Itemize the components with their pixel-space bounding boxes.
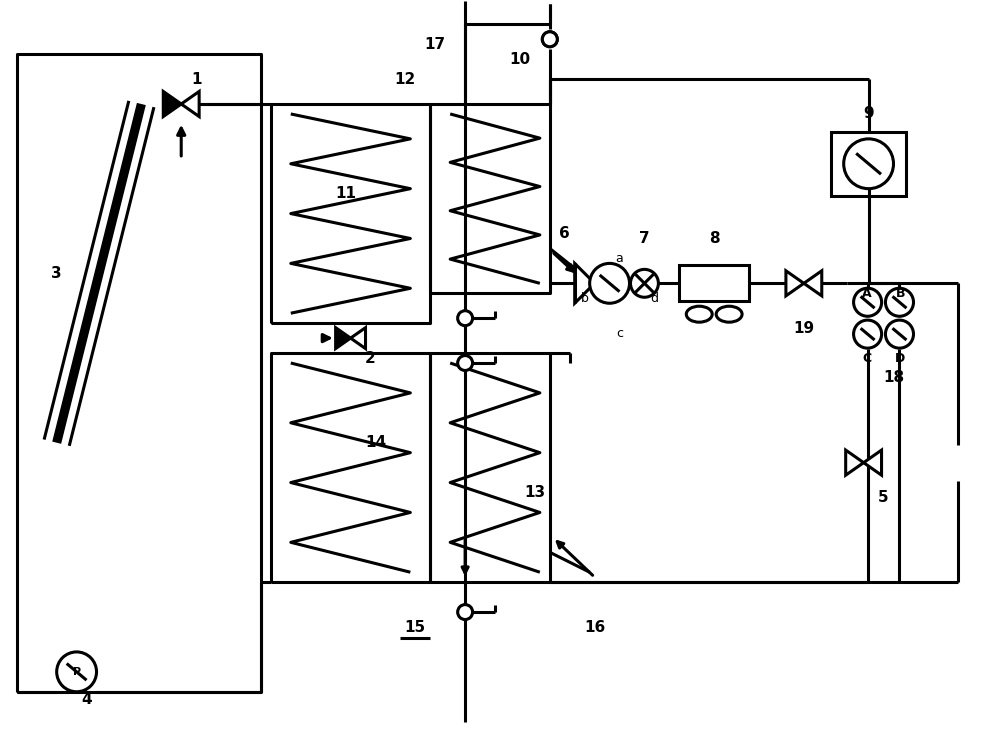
Polygon shape	[351, 328, 366, 349]
Text: 3: 3	[51, 266, 62, 281]
Text: 5: 5	[878, 490, 889, 505]
Circle shape	[542, 32, 557, 47]
Circle shape	[458, 311, 473, 325]
Circle shape	[844, 139, 894, 188]
Text: B: B	[896, 287, 905, 300]
Text: A: A	[862, 287, 871, 300]
Circle shape	[854, 320, 882, 348]
Polygon shape	[804, 270, 822, 296]
Text: c: c	[616, 327, 623, 339]
Text: 16: 16	[584, 619, 605, 635]
Text: 18: 18	[883, 370, 904, 386]
Text: b: b	[581, 292, 589, 305]
Circle shape	[885, 288, 914, 316]
Circle shape	[854, 288, 882, 316]
Circle shape	[458, 356, 473, 370]
Text: C: C	[862, 352, 871, 364]
Polygon shape	[163, 92, 181, 117]
Text: 12: 12	[395, 72, 416, 86]
Circle shape	[631, 269, 658, 298]
Polygon shape	[786, 270, 804, 296]
Text: 17: 17	[425, 37, 446, 52]
Text: 14: 14	[365, 435, 386, 450]
Bar	[679, 265, 749, 301]
Text: 11: 11	[335, 186, 356, 201]
Polygon shape	[846, 450, 864, 475]
Text: 13: 13	[524, 485, 545, 500]
Polygon shape	[864, 450, 882, 475]
Polygon shape	[181, 92, 199, 117]
Text: 4: 4	[81, 692, 92, 707]
Text: 7: 7	[639, 231, 650, 246]
Circle shape	[542, 32, 557, 47]
Circle shape	[57, 652, 97, 692]
Text: 9: 9	[863, 106, 874, 122]
Text: D: D	[895, 352, 906, 364]
Polygon shape	[575, 263, 595, 303]
Polygon shape	[336, 328, 351, 349]
Bar	[831, 132, 906, 196]
Text: 1: 1	[191, 72, 201, 86]
Text: d: d	[650, 292, 658, 305]
Text: 19: 19	[793, 320, 814, 336]
Text: 15: 15	[405, 619, 426, 635]
Circle shape	[458, 605, 473, 619]
Text: a: a	[616, 252, 623, 265]
Text: 2: 2	[365, 350, 376, 366]
Text: 10: 10	[509, 51, 530, 67]
Circle shape	[590, 263, 630, 303]
Text: 8: 8	[709, 231, 719, 246]
Text: 6: 6	[559, 226, 570, 241]
Circle shape	[885, 320, 914, 348]
Text: P: P	[73, 667, 81, 677]
